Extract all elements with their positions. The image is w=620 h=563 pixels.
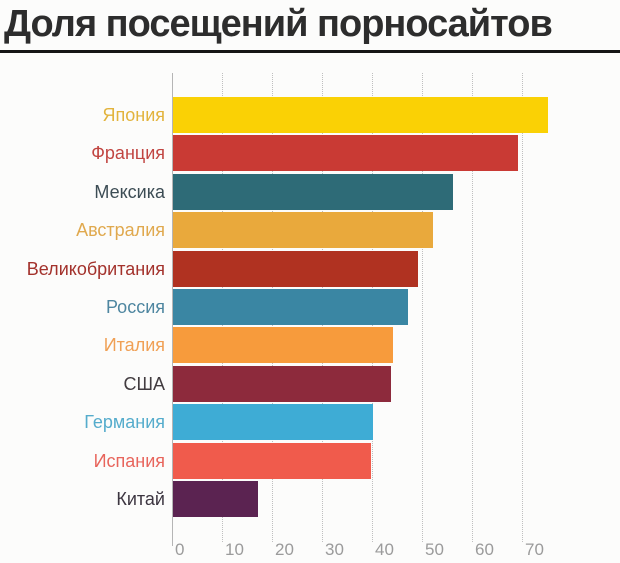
bar-Испания: [173, 442, 371, 479]
gridline-x-70: [522, 73, 523, 542]
bar-Мексика: [173, 173, 453, 210]
bar-США: [173, 365, 391, 402]
bar-label-Австралия: Австралия: [76, 220, 165, 241]
bar-Франция: [173, 135, 518, 172]
x-tick-label: 40: [375, 540, 394, 559]
bar-Китай: [173, 481, 258, 517]
bar-label-Испания: Испания: [93, 450, 165, 471]
bar-label-Италия: Италия: [103, 335, 165, 356]
bar-Россия: [173, 289, 408, 325]
x-tick-label: 0: [175, 540, 185, 559]
gridline-x-60: [472, 73, 473, 542]
bar-label-Франция: Франция: [91, 143, 165, 164]
chart-header: Доля посещений порносайтов: [0, 0, 620, 53]
y-axis-line: [172, 73, 173, 546]
bar-label-Китай: Китай: [116, 489, 165, 509]
x-tick-label: 50: [425, 540, 444, 559]
bar-label-Великобритания: Великобритания: [26, 258, 165, 279]
bar-label-Германия: Германия: [84, 412, 165, 433]
chart-title: Доля посещений порносайтов: [4, 3, 553, 45]
gridline-x-50: [422, 73, 423, 542]
x-tick-label: 30: [325, 540, 344, 559]
bar-Австралия: [173, 212, 433, 249]
x-tick-label: 60: [475, 540, 494, 559]
bar-label-Мексика: Мексика: [94, 181, 165, 202]
bar-label-Россия: Россия: [105, 297, 165, 317]
bar-Италия: [173, 327, 393, 364]
x-tick-label: 20: [275, 540, 294, 559]
x-tick-label: 10: [225, 540, 244, 559]
x-tick-label: 70: [525, 540, 544, 559]
bar-label-США: США: [123, 373, 165, 394]
bar-Германия: [173, 404, 373, 441]
bar-label-Япония: Япония: [102, 105, 166, 125]
bar-Япония: [173, 97, 548, 133]
bar-Великобритания: [173, 250, 418, 287]
